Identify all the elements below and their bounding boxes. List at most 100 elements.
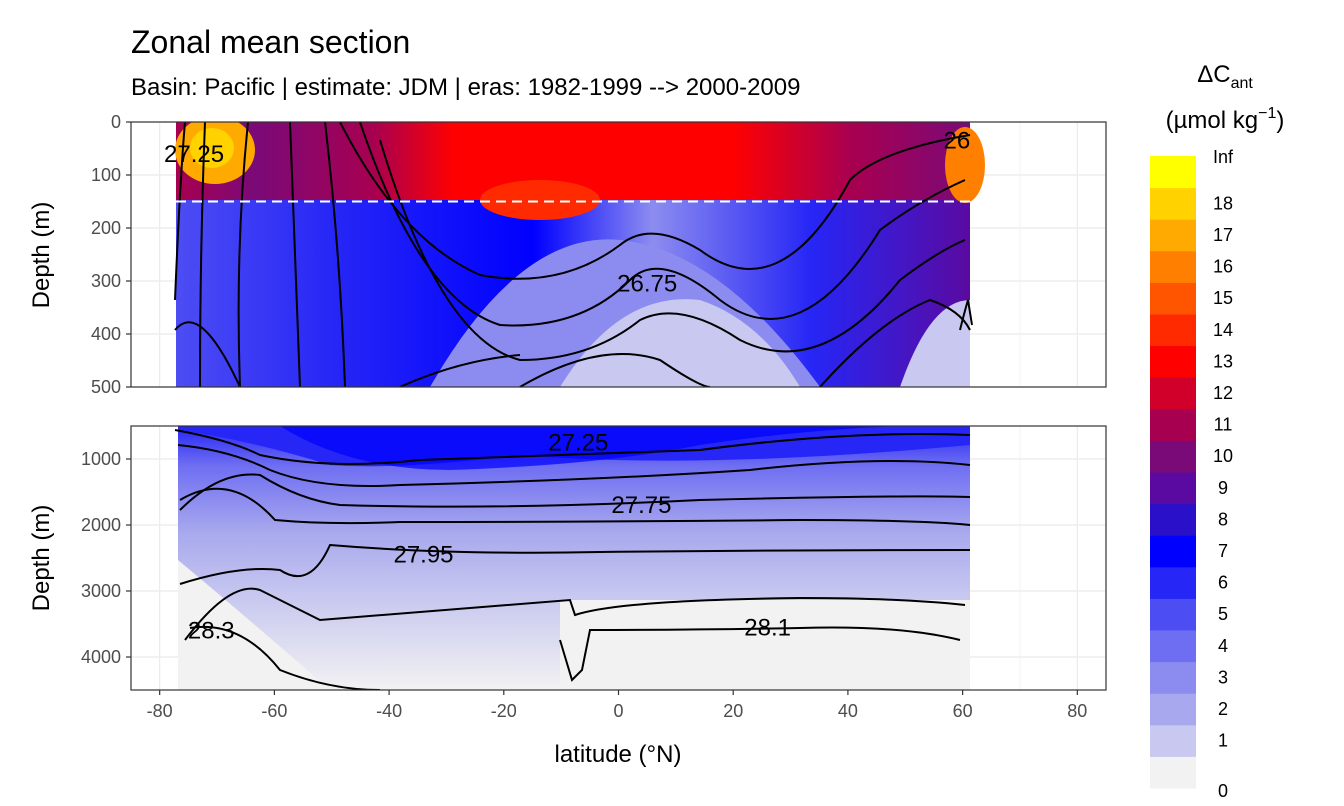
legend-swatch <box>1150 472 1196 505</box>
contour-label: 26.75 <box>617 271 677 298</box>
legend-swatch <box>1150 756 1196 789</box>
contour-line-28-1 <box>559 626 961 682</box>
contour-line <box>179 487 971 526</box>
legend-label: 10 <box>1213 446 1233 466</box>
legend-label: 7 <box>1218 541 1228 561</box>
lower-panel <box>130 425 1107 691</box>
legend-label: 8 <box>1218 509 1228 529</box>
legend-title-main: ΔC <box>1197 61 1230 88</box>
contour-line <box>379 139 966 362</box>
x-tick-label: 20 <box>723 701 743 721</box>
legend-swatch <box>1150 661 1196 694</box>
legend-label: 16 <box>1213 257 1233 277</box>
contour-line <box>819 298 971 387</box>
legend-label: 12 <box>1213 383 1233 403</box>
legend-label: 18 <box>1213 193 1233 213</box>
legend-swatch <box>1150 282 1196 315</box>
upper-panel-border <box>130 121 1107 388</box>
y-tick-label: 500 <box>91 377 121 397</box>
x-tick-label: 40 <box>838 701 858 721</box>
x-tick-label: -80 <box>147 701 173 721</box>
legend-label: 14 <box>1213 320 1233 340</box>
contour-label: 27.25 <box>548 430 608 457</box>
legend-label: 13 <box>1213 351 1233 371</box>
contour-labels: 27.25 26.75 26 27.25 27.75 27.95 28.3 28.1 <box>164 128 970 645</box>
contour-line-27-25 <box>174 429 971 465</box>
contour-line <box>399 354 521 387</box>
legend-swatch <box>1150 377 1196 410</box>
legend-label: 6 <box>1218 573 1228 593</box>
legend-unit-text: (µmol kg <box>1166 107 1259 134</box>
y-tick-label: 0 <box>111 112 121 132</box>
legend-swatch <box>1150 187 1196 220</box>
contour-line <box>177 444 971 487</box>
legend-label: 1 <box>1218 731 1228 751</box>
contour-line <box>324 122 346 387</box>
legend-swatch <box>1150 503 1196 536</box>
lower-contours <box>174 429 971 690</box>
contour-label: 27.75 <box>611 492 671 519</box>
contour-line <box>519 353 711 387</box>
legend-label: 0 <box>1218 781 1228 801</box>
contour-label: 27.25 <box>164 141 224 168</box>
legend-label: 2 <box>1218 699 1228 719</box>
legend-unit-close: ) <box>1276 107 1284 134</box>
x-tick-label: 0 <box>613 701 623 721</box>
legend-swatch <box>1150 408 1196 441</box>
x-axis-title: latitude (°N) <box>555 741 682 768</box>
contour-label: 28.1 <box>744 614 791 641</box>
legend-title: ΔCant <box>1197 61 1253 92</box>
x-axis: -80 -60 -40 -20 0 20 40 60 80 <box>147 690 1087 721</box>
legend-label: 9 <box>1218 478 1228 498</box>
x-tick-label: -20 <box>491 701 517 721</box>
lower-field <box>174 426 971 690</box>
x-tick-label: 60 <box>953 701 973 721</box>
legend-swatch <box>1150 156 1196 189</box>
legend-label: 15 <box>1213 288 1233 308</box>
y-tick-label: 1000 <box>81 449 121 469</box>
lower-y-axis-title: Depth (m) <box>28 505 55 612</box>
legend-swatch <box>1150 598 1196 631</box>
legend-label: 5 <box>1218 604 1228 624</box>
upper-field-tropical-min <box>560 299 800 387</box>
upper-field-south-peak <box>190 128 234 168</box>
legend-swatch <box>1150 345 1196 378</box>
contour-line <box>174 122 186 301</box>
contour-line <box>199 122 206 387</box>
contour-line <box>174 321 241 387</box>
y-tick-label: 2000 <box>81 515 121 535</box>
upper-panel <box>130 121 1107 388</box>
y-tick-label: 3000 <box>81 581 121 601</box>
upper-field-subtropical-max <box>480 180 600 220</box>
contour-line <box>184 587 966 641</box>
lower-field-south-deep <box>178 560 330 690</box>
upper-y-axis-title: Depth (m) <box>28 202 55 309</box>
y-tick-label: 400 <box>91 324 121 344</box>
x-tick-label: -40 <box>376 701 402 721</box>
legend-label: Inf <box>1213 147 1234 167</box>
lower-field-north-deep <box>560 600 970 690</box>
lower-y-axis: 1000 2000 3000 4000 <box>81 449 131 667</box>
chart-subtitle: Basin: Pacific | estimate: JDM | eras: 1… <box>131 74 801 101</box>
upper-y-axis: 0 100 200 300 400 500 <box>91 112 131 397</box>
legend-swatch <box>1150 724 1196 757</box>
contour-label: 27.95 <box>393 542 453 569</box>
contour-line-27-95 <box>179 543 971 585</box>
legend-swatch <box>1150 693 1196 726</box>
legend-swatch <box>1150 440 1196 473</box>
legend-swatch <box>1150 630 1196 663</box>
upper-field-north-low <box>900 300 970 387</box>
x-tick-label: -60 <box>261 701 287 721</box>
contour-line <box>359 122 966 327</box>
y-tick-label: 300 <box>91 271 121 291</box>
contour-line <box>289 122 301 387</box>
chart-title: Zonal mean section <box>131 24 411 60</box>
contour-line-27-75 <box>179 473 971 511</box>
upper-contours <box>174 122 973 387</box>
upper-field <box>174 122 985 387</box>
contour-line-28-3 <box>189 626 381 690</box>
legend-swatch <box>1150 566 1196 599</box>
legend-unit: (µmol kg−1) <box>1166 105 1285 134</box>
